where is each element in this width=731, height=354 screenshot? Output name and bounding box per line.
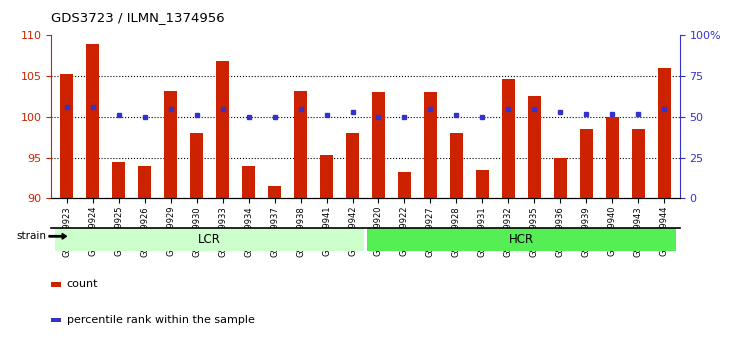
Bar bbox=[528, 97, 541, 198]
Text: count: count bbox=[67, 279, 98, 290]
Bar bbox=[346, 133, 359, 198]
Bar bbox=[320, 155, 333, 198]
Bar bbox=[580, 129, 593, 198]
Text: HCR: HCR bbox=[509, 233, 534, 246]
Bar bbox=[216, 62, 229, 198]
Bar bbox=[190, 133, 203, 198]
Bar bbox=[113, 162, 125, 198]
Bar bbox=[554, 158, 567, 198]
Bar bbox=[398, 172, 411, 198]
Text: strain: strain bbox=[17, 231, 47, 241]
Bar bbox=[632, 129, 645, 198]
Text: percentile rank within the sample: percentile rank within the sample bbox=[67, 315, 254, 325]
Bar bbox=[60, 74, 73, 198]
Bar bbox=[658, 68, 671, 198]
Bar bbox=[86, 44, 99, 198]
Bar bbox=[372, 92, 385, 198]
Bar bbox=[502, 79, 515, 198]
Bar bbox=[164, 91, 177, 198]
Bar bbox=[606, 117, 618, 198]
Bar bbox=[476, 170, 489, 198]
Bar bbox=[450, 133, 463, 198]
Bar bbox=[424, 92, 437, 198]
Bar bbox=[268, 186, 281, 198]
Bar bbox=[242, 166, 255, 198]
Bar bbox=[138, 166, 151, 198]
Bar bbox=[294, 91, 307, 198]
Text: LCR: LCR bbox=[198, 233, 221, 246]
Text: GDS3723 / ILMN_1374956: GDS3723 / ILMN_1374956 bbox=[51, 11, 225, 24]
